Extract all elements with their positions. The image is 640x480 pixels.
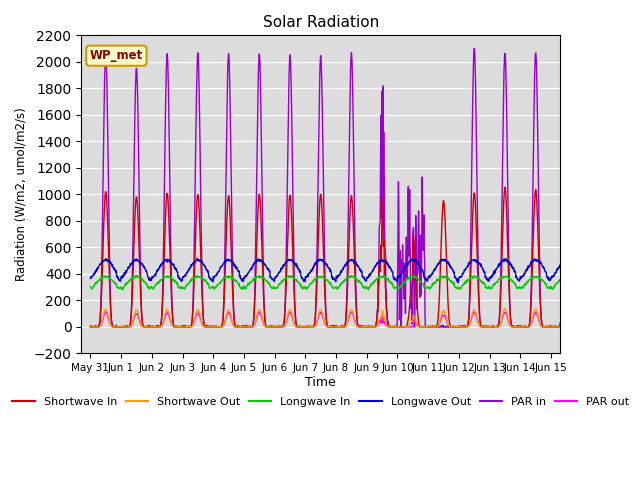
Shortwave In [87, 324, 95, 330]
Shortwave Out [501, 306, 509, 312]
Longwave Out [224, 258, 232, 264]
Shortwave In [501, 184, 509, 190]
Longwave In [181, 285, 189, 291]
Shortwave In [224, 197, 232, 203]
PAR in [86, 324, 94, 330]
Shortwave Out [172, 324, 180, 330]
Title: Solar Radiation: Solar Radiation [262, 15, 379, 30]
Shortwave In [172, 324, 180, 330]
Longwave Out [268, 275, 275, 281]
PAR in [181, 323, 189, 329]
Y-axis label: Radiation (W/m2, umol/m2/s): Radiation (W/m2, umol/m2/s) [15, 108, 28, 281]
PAR in [224, 72, 232, 78]
Longwave Out [500, 256, 508, 262]
PAR out [181, 324, 189, 330]
Longwave Out [454, 280, 462, 286]
Longwave In [500, 275, 508, 280]
Shortwave Out [499, 310, 507, 316]
Shortwave In [268, 324, 275, 330]
Shortwave In [181, 324, 189, 329]
Longwave Out [193, 255, 201, 261]
Shortwave Out [562, 307, 570, 312]
PAR out [268, 324, 275, 329]
Shortwave In [86, 324, 94, 330]
Shortwave In [447, 324, 454, 329]
Longwave In [447, 278, 455, 284]
Line: Longwave Out: Longwave Out [90, 258, 566, 283]
Longwave In [348, 273, 356, 278]
Shortwave Out [447, 324, 454, 330]
Longwave Out [562, 257, 570, 263]
Line: Longwave In: Longwave In [90, 276, 566, 290]
Longwave Out [172, 267, 180, 273]
Line: Shortwave In: Shortwave In [90, 187, 566, 327]
Shortwave Out [224, 308, 232, 314]
PAR out [500, 312, 508, 318]
Text: WP_met: WP_met [90, 49, 143, 62]
X-axis label: Time: Time [305, 376, 336, 389]
PAR in [172, 324, 180, 329]
PAR out [562, 309, 570, 315]
Longwave In [267, 285, 275, 290]
Longwave In [365, 287, 372, 293]
PAR in [470, 46, 478, 51]
Line: PAR in: PAR in [90, 48, 566, 327]
Shortwave Out [86, 324, 94, 330]
PAR out [102, 309, 109, 315]
PAR out [447, 324, 454, 330]
PAR in [447, 324, 454, 329]
Longwave In [224, 274, 232, 279]
PAR out [86, 324, 94, 330]
Legend: Shortwave In, Shortwave Out, Longwave In, Longwave Out, PAR in, PAR out: Shortwave In, Shortwave Out, Longwave In… [8, 393, 634, 411]
Longwave Out [447, 264, 454, 269]
Shortwave Out [181, 324, 189, 330]
Line: Shortwave Out: Shortwave Out [90, 309, 566, 327]
Longwave In [172, 279, 180, 285]
Longwave In [86, 284, 94, 289]
Longwave Out [181, 272, 189, 278]
Shortwave Out [267, 324, 275, 329]
PAR out [224, 310, 232, 316]
Longwave In [562, 275, 570, 280]
Longwave Out [86, 276, 94, 281]
PAR out [172, 324, 180, 330]
PAR in [562, 52, 570, 58]
Shortwave In [500, 207, 508, 213]
Line: PAR out: PAR out [90, 312, 566, 327]
PAR in [500, 103, 508, 108]
PAR in [267, 324, 275, 330]
Shortwave In [562, 189, 570, 195]
